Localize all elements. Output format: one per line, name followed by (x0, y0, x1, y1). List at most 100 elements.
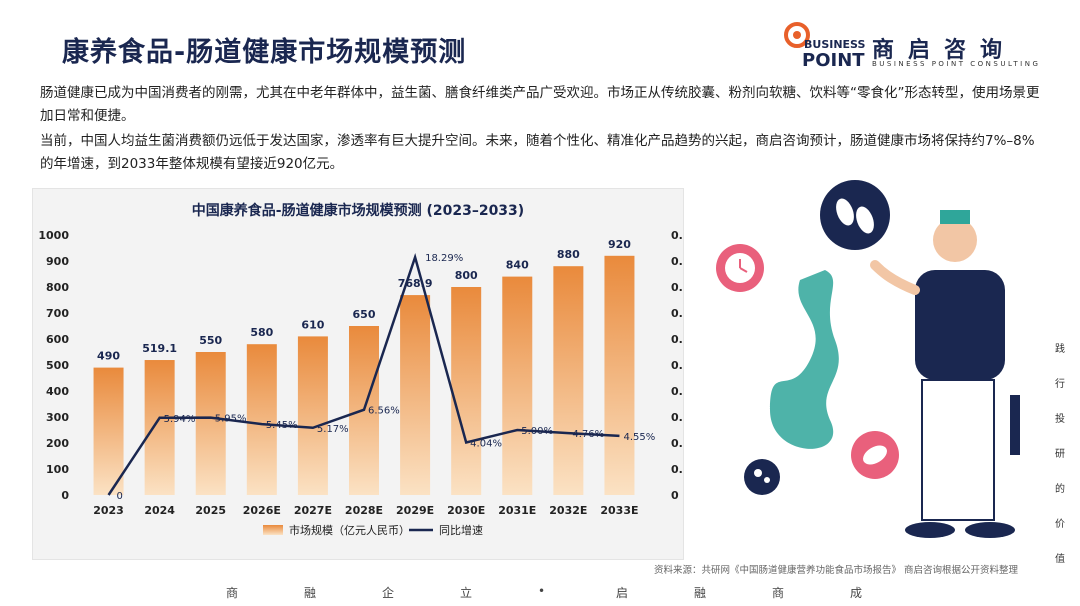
bar-value-label: 519.1 (142, 342, 177, 355)
bar-2030E (451, 287, 482, 495)
bar-2026E (246, 344, 277, 495)
footer-slogan-char: 启 (616, 586, 629, 600)
y-right-tick-label: 0.16 (671, 281, 683, 294)
footer-slogan-char: 立 (460, 586, 473, 600)
y-right-tick-label: 0.06 (671, 411, 683, 424)
data-source-note: 资料来源：共研网《中国肠道健康营养功能食品市场报告》 商启咨询根据公开资料整理 (654, 565, 1019, 576)
bar-value-label: 800 (455, 269, 478, 282)
side-slogan-char: 行 (1055, 379, 1065, 390)
doctor-cap (940, 210, 970, 224)
y-left-tick-label: 1000 (38, 229, 69, 242)
gut-health-illustration (700, 170, 1040, 570)
y-right-tick-label: 0.08 (671, 385, 683, 398)
x-tick-label: 2027E (294, 504, 332, 517)
bar-2025 (195, 352, 226, 495)
growth-rate-label: 5.45% (266, 420, 298, 431)
footer-slogan-char: 融 (304, 586, 317, 600)
logo-point-text: POINT (802, 50, 865, 71)
doctor-gut-illustration-icon (716, 180, 1020, 538)
doctor-legs (921, 379, 995, 521)
y-right-tick-label: 0.2 (671, 229, 683, 242)
side-slogan: 践行投研的价值 (1050, 340, 1070, 585)
footer-slogan-char: 商 (226, 586, 239, 600)
y-right-tick-label: 0.12 (671, 333, 683, 346)
x-tick-label: 2030E (447, 504, 485, 517)
footer-slogan: 商 融 企 立 • 启 融 商 成 (0, 582, 1080, 606)
x-tick-label: 2025 (195, 504, 226, 517)
y-left-tick-label: 800 (46, 281, 69, 294)
growth-rate-label: 18.29% (425, 253, 463, 264)
side-slogan-char: 的 (1055, 484, 1065, 495)
footer-slogan-char: 商 (772, 586, 785, 600)
bar-2033E (604, 255, 635, 495)
side-slogan-char: 投 (1055, 414, 1065, 425)
y-left-tick-label: 100 (46, 463, 69, 476)
bar-2029E (400, 295, 431, 495)
brand-logo: BUSINESS POINT 商启咨询 BUSINESS POINT CONSU… (778, 18, 1068, 74)
y-right-tick-label: 0.14 (671, 307, 683, 320)
bean-icon (820, 180, 890, 250)
x-tick-label: 2028E (345, 504, 383, 517)
page-title: 康养食品-肠道健康市场规模预测 (62, 37, 467, 68)
bar-2027E (297, 336, 328, 495)
growth-rate-label: 5.94% (164, 414, 196, 425)
growth-rate-label: 5.95% (215, 414, 247, 425)
bar-2032E (553, 266, 584, 495)
bar-value-label: 550 (199, 334, 222, 347)
bar-2024 (144, 360, 175, 495)
footer-slogan-char: 企 (382, 586, 395, 600)
intro-paragraph-1: 肠道健康已成为中国消费者的刚需，尤其在中老年群体中，益生菌、膳食纤维类产品广受欢… (40, 85, 1040, 124)
footer-slogan-char: • (538, 584, 546, 598)
y-left-tick-label: 500 (46, 359, 69, 372)
bar-value-label: 768.9 (398, 277, 433, 290)
growth-rate-label: 0 (117, 491, 123, 502)
x-tick-label: 2023 (93, 504, 124, 517)
x-tick-label: 2031E (498, 504, 536, 517)
doctor-body (915, 270, 1005, 380)
growth-rate-line (107, 252, 620, 496)
side-slogan-char: 值 (1055, 554, 1065, 565)
y-left-tick-label: 900 (46, 255, 69, 268)
chart-title: 中国康养食品-肠道健康市场规模预测 (2023–2033) (192, 202, 524, 219)
growth-rate-label: 4.76% (572, 429, 604, 440)
y-left-tick-label: 700 (46, 307, 69, 320)
intro-paragraph-2: 当前，中国人均益生菌消费额仍远低于发达国家，渗透率有巨大提升空间。未来，随着个性… (40, 133, 1035, 172)
footer-slogan-char: 成 (850, 586, 863, 600)
legend-bar-label: 市场规模（亿元人民币） (289, 523, 410, 537)
growth-rate-label: 4.04% (470, 438, 502, 449)
growth-rate-label: 6.56% (368, 406, 400, 417)
bar-value-label: 920 (608, 238, 631, 251)
doctor-head (933, 218, 977, 262)
y-left-tick-label: 0 (61, 489, 69, 502)
y-right-tick-label: 0.02 (671, 463, 683, 476)
bar-value-label: 840 (506, 259, 529, 272)
logo-english-name: BUSINESS POINT CONSULTING (872, 60, 1041, 68)
doctor-clipboard (1010, 395, 1020, 455)
x-tick-label: 2029E (396, 504, 434, 517)
bar-2031E (502, 276, 533, 495)
logo-mark-icon (784, 22, 810, 48)
side-slogan-char: 价 (1055, 519, 1065, 530)
x-tick-label: 2024 (144, 504, 175, 517)
bar-2023 (93, 367, 124, 495)
y-right-tick-label: 0.04 (671, 437, 683, 450)
intestine-shape (770, 270, 839, 449)
logo-business-text: BUSINESS (804, 38, 866, 51)
y-right-tick-label: 0.18 (671, 255, 683, 268)
footer-slogan-char: 融 (694, 586, 707, 600)
chart-panel: 中国康养食品-肠道健康市场规模预测 (2023–2033) 0 100 200 300… (32, 188, 684, 560)
y-right-tick-label: 0.1 (671, 359, 683, 372)
side-slogan-char: 践 (1055, 344, 1065, 355)
x-tick-label: 2032E (549, 504, 587, 517)
growth-rate-label: 5.00% (521, 426, 553, 437)
logo-chinese-name: 商启咨询 (872, 38, 1017, 63)
y-left-tick-label: 200 (46, 437, 69, 450)
side-slogan-char: 研 (1055, 449, 1065, 460)
y-left-tick-label: 600 (46, 333, 69, 346)
bar-value-label: 880 (557, 248, 580, 261)
legend-bar-swatch (263, 525, 283, 535)
bar-value-label: 490 (97, 350, 120, 363)
probiotic-icon (744, 459, 780, 495)
market-size-chart: 中国康养食品-肠道健康市场规模预测 (2023–2033) 0 100 200 300… (38, 202, 683, 537)
bar-value-label: 650 (353, 308, 376, 321)
